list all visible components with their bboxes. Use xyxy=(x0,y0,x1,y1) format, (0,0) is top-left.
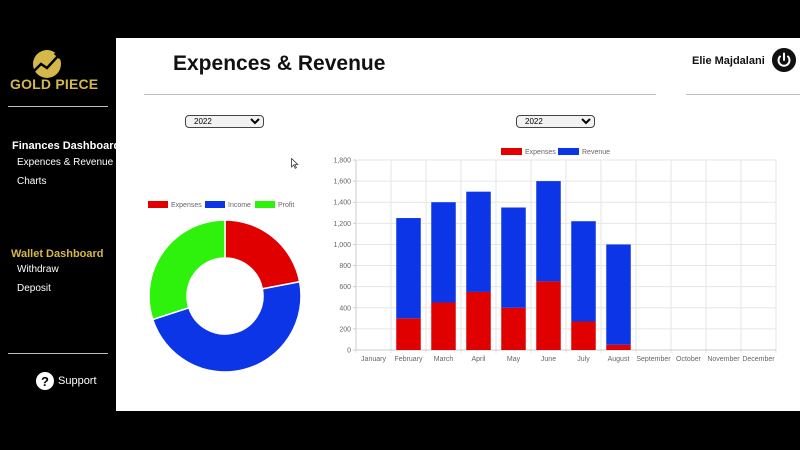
y-tick-label: 1,200 xyxy=(333,221,351,228)
brand-name: GOLD PIECE xyxy=(10,76,99,92)
user-name: Elie Majdalani xyxy=(692,55,765,67)
y-tick-label: 1,000 xyxy=(333,242,351,249)
bar-expenses-july xyxy=(571,321,596,350)
bar-revenue-august xyxy=(606,244,631,345)
bar-expenses-june xyxy=(536,281,561,350)
user-divider xyxy=(686,94,800,95)
sidebar-item-expences-revenue[interactable]: Expences & Revenue xyxy=(17,157,114,168)
x-tick-label-december: December xyxy=(742,356,775,363)
support-label: Support xyxy=(58,375,97,387)
legend-swatch-expenses xyxy=(501,148,522,155)
x-tick-label-february: February xyxy=(394,356,423,363)
sidebar-item-deposit[interactable]: Deposit xyxy=(17,283,51,294)
bar-chart: Expenses Revenue 0 200 400 600 800 1,000 1,200 1,… xyxy=(333,148,777,363)
mouse-cursor-icon xyxy=(291,158,299,169)
legend-label-expenses: Expenses xyxy=(525,149,556,156)
sidebar-item-charts[interactable]: Charts xyxy=(17,176,47,187)
x-tick-label-september: September xyxy=(636,356,671,363)
gold-piece-logo-icon xyxy=(32,50,62,78)
donut-slice-expenses xyxy=(224,219,301,290)
legend-swatch-expenses xyxy=(148,201,168,208)
bar-legend: Expenses Revenue xyxy=(501,148,610,156)
main-content: Expences & Revenue Elie Majdalani 2022 2… xyxy=(116,38,800,411)
donut-slice-profit xyxy=(148,219,226,321)
legend-label-revenue: Revenue xyxy=(582,149,610,156)
y-tick-label: 400 xyxy=(339,305,351,312)
y-tick-label: 0 xyxy=(347,348,351,355)
y-tick-label: 1,800 xyxy=(333,158,351,165)
donut-slice-income xyxy=(151,280,302,373)
bar-expenses-august xyxy=(606,344,631,350)
bar-revenue-june xyxy=(536,181,561,282)
x-tick-label-march: March xyxy=(434,356,454,363)
donut-legend: Expenses Income Profit xyxy=(148,201,294,209)
support-button[interactable]: ? Support xyxy=(36,372,97,390)
bar-revenue-march xyxy=(431,202,456,303)
legend-label-expenses: Expenses xyxy=(171,202,202,209)
legend-swatch-revenue xyxy=(558,148,579,155)
y-tick-label: 1,600 xyxy=(333,179,351,186)
x-tick-label-may: May xyxy=(507,356,521,363)
title-divider xyxy=(144,94,656,95)
x-tick-label-january: January xyxy=(361,356,386,363)
wallet-dashboard-heading[interactable]: Wallet Dashboard xyxy=(11,248,104,260)
y-tick-label: 200 xyxy=(339,326,351,333)
bar-year-select[interactable]: 2022 xyxy=(516,115,595,128)
donut-chart: Expenses Income Profit xyxy=(148,201,302,373)
sidebar-item-withdraw[interactable]: Withdraw xyxy=(17,264,59,275)
x-tick-label-november: November xyxy=(707,356,740,363)
x-tick-label-august: August xyxy=(608,356,630,363)
legend-label-profit: Profit xyxy=(278,202,294,209)
sidebar-divider-top xyxy=(8,106,108,107)
y-tick-label: 600 xyxy=(339,284,351,291)
bar-expenses-april xyxy=(466,291,491,350)
bar-revenue-july xyxy=(571,221,596,322)
x-tick-label-june: June xyxy=(541,356,556,363)
power-icon[interactable] xyxy=(772,48,796,72)
bar-expenses-february xyxy=(396,318,421,350)
finances-dashboard-heading[interactable]: Finances Dashboard xyxy=(12,140,121,152)
bar-expenses-may xyxy=(501,307,526,350)
bar-revenue-may xyxy=(501,207,526,308)
x-tick-label-october: October xyxy=(676,356,702,363)
bar-revenue-february xyxy=(396,218,421,319)
x-tick-label-april: April xyxy=(471,356,485,363)
sidebar-divider-bottom xyxy=(8,353,108,354)
page-title: Expences & Revenue xyxy=(173,52,386,75)
sidebar: GOLD PIECE Finances Dashboard Expences &… xyxy=(0,0,120,450)
y-tick-label: 800 xyxy=(339,263,351,270)
legend-swatch-profit xyxy=(255,201,275,208)
y-tick-label: 1,400 xyxy=(333,200,351,207)
bar-expenses-march xyxy=(431,302,456,350)
question-icon: ? xyxy=(36,372,54,390)
legend-swatch-income xyxy=(205,201,225,208)
donut-year-select[interactable]: 2022 xyxy=(185,115,264,128)
legend-label-income: Income xyxy=(228,202,251,209)
bar-revenue-april xyxy=(466,191,491,292)
x-tick-label-july: July xyxy=(577,356,590,363)
